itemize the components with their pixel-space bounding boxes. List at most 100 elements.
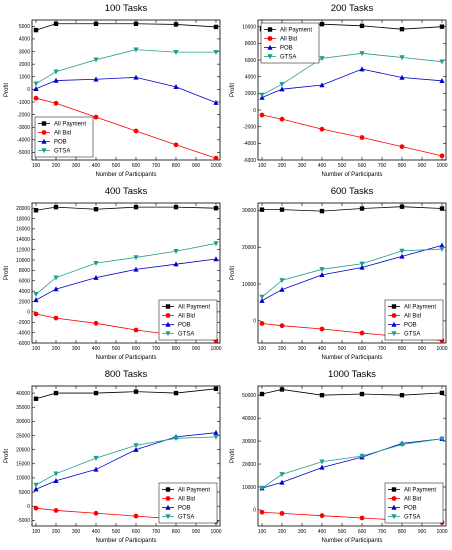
y-tick-label: 8000 [245,41,256,47]
legend: All Payment All Bid POB GTSA [158,299,218,341]
y-tick-label: 5000 [19,490,30,496]
data-point-all-bid [53,508,59,513]
series-line-all-payment [35,206,217,211]
x-tick-label: 900 [418,346,427,352]
data-point-all-payment [279,207,285,212]
data-point-gtsa [213,241,219,247]
y-tick-label: -4000 [243,141,256,147]
data-point-all-bid [359,330,365,336]
series-line-all-bid [261,114,443,157]
x-tick-label: 800 [398,529,407,535]
y-axis-label: Profit [4,266,10,280]
y-tick-label: 30000 [242,208,256,214]
legend-entry: GTSA [280,55,296,61]
y-tick-label: 30000 [242,439,256,445]
y-axis-label: Profit [230,266,236,280]
data-point-all-payment [213,205,219,211]
legend-marker [391,304,397,309]
data-point-all-bid [33,311,39,317]
plot-frame [31,202,221,344]
y-tick-label: 0 [27,504,30,510]
chart-1000-tasks: 1000 Tasks 0 10000 20000 30000 40000 50000 100 2… [230,369,448,544]
data-point-all-bid [33,95,39,101]
data-point-all-payment [133,389,139,394]
data-point-gtsa [259,485,265,491]
data-point-all-bid [259,112,265,118]
data-point-pob [439,78,445,84]
y-tick-label: 20000 [242,462,256,468]
chart-title: 800 Tasks [105,369,148,380]
data-point-all-payment [33,27,39,33]
x-tick-label: 800 [172,163,181,169]
series-line-pob [261,438,443,489]
data-point-gtsa [259,92,265,98]
y-tick-label: -3000 [17,125,30,131]
y-tick-label: 10000 [16,476,30,482]
data-point-all-bid [319,326,325,332]
data-point-gtsa [33,482,39,488]
data-point-pob [319,464,325,470]
data-point-all-payment [399,26,405,32]
x-tick-label: 200 [278,346,287,352]
y-tick-label: 4000 [245,74,256,80]
legend-entry: POB [280,46,293,52]
y-tick-label: 10000 [242,282,256,288]
y-tick-label: 3000 [19,49,30,55]
chart-200-tasks: 200 Tasks -6000 -4000 -2000 0 2000 4000 6000 800… [230,3,448,178]
y-tick-label: 35000 [16,405,30,411]
series-line-gtsa [261,52,443,96]
x-axis-label: Number of Participants [95,538,156,544]
x-tick-label: 800 [398,346,407,352]
data-point-all-payment [359,206,365,211]
data-point-gtsa [399,55,405,61]
y-tick-label: 12000 [16,247,30,253]
legend-entry: All Payment [404,488,436,494]
series-line-gtsa [35,243,217,295]
series-gtsa [259,246,445,300]
y-tick-label: 6000 [245,58,256,64]
chart-600-tasks: 600 Tasks 0 10000 20000 30000 100 200 300 400 500… [230,186,448,361]
legend-entry: POB [178,506,191,512]
data-point-pob [33,486,39,492]
legend: All Payment All Bid POB GTSA [384,482,444,524]
x-tick-label: 700 [378,529,387,535]
data-point-all-payment [133,21,139,26]
y-tick-label: -5000 [17,150,30,156]
x-tick-label: 400 [318,529,327,535]
legend-marker [267,36,273,41]
y-tick-label: -2000 [17,112,30,118]
data-point-pob [173,84,179,90]
legend-marker [391,514,397,520]
data-point-pob [213,429,219,435]
series-gtsa [259,436,445,491]
x-tick-label: 600 [358,163,367,169]
legend-marker [41,130,47,135]
x-tick-label: 700 [152,163,161,169]
legend-entry: POB [54,140,67,146]
chart-title: 1000 Tasks [328,369,376,380]
legend-entry: GTSA [54,149,70,155]
plot-frame [257,19,447,161]
data-point-all-bid [93,114,99,120]
legend-marker [41,121,47,126]
data-point-all-bid [53,100,59,106]
data-point-all-payment [93,207,99,212]
legend-marker [165,487,171,492]
series-pob [259,242,445,303]
y-tick-label: 10000 [242,485,256,491]
data-point-gtsa [133,47,139,53]
series-gtsa [33,434,219,488]
x-tick-label: 1000 [436,163,447,169]
y-tick-label: 2000 [19,62,30,68]
x-tick-label: 400 [92,529,101,535]
data-point-pob [439,242,445,248]
data-point-all-payment [359,391,365,397]
data-point-pob [279,86,285,92]
data-point-gtsa [359,51,365,57]
series-line-gtsa [261,248,443,298]
data-point-gtsa [93,260,99,266]
data-point-all-bid [359,135,365,140]
series-all-payment [33,21,219,33]
legend-entry: All Payment [280,28,312,34]
x-tick-label: 100 [32,163,41,169]
